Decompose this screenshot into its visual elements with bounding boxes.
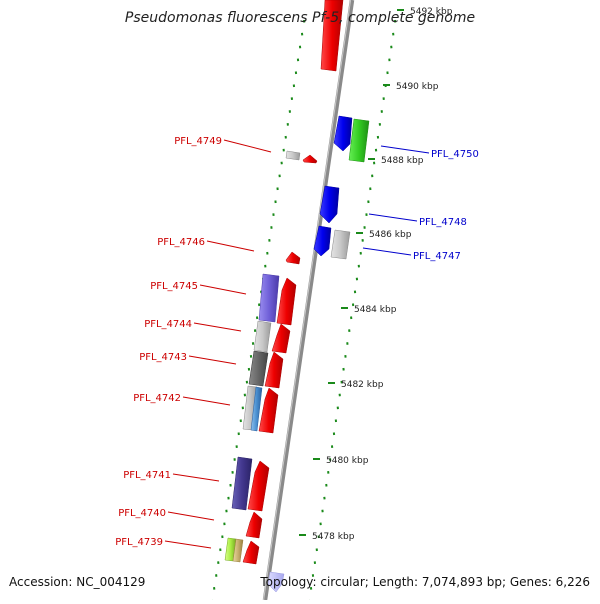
gene-label[interactable]: PFL_4740 [118,508,166,519]
gene-arrow-pfl-4745-a [259,274,279,322]
gene-arrow-pfl-4747 [331,230,350,259]
gene-leader-line [168,512,214,520]
gene-arrow-pfl-4744-a [254,321,271,352]
gene-arrow-pfl-4740 [246,512,262,538]
gene-label[interactable]: PFL_4749 [174,136,222,147]
gene-arrow-pfl-4739 [243,541,259,564]
gene-arrow-pfl-4744 [272,324,290,353]
gene-label[interactable]: PFL_4750 [431,149,479,160]
gene-leader-line [369,214,417,221]
gene-leader-line [165,541,211,548]
gene-leader-line [207,241,254,251]
label-leader-lines [165,140,429,548]
gene-leader-line [200,285,246,294]
gene-leader-line [183,397,230,405]
forward-strand-genes [225,0,343,592]
reverse-strand-genes [314,116,369,259]
gene-arrow-pfl-4750 [349,119,369,162]
gene-arrow-pfl-4749 [286,151,300,160]
scale-tick-label: 5480 kbp [326,456,369,466]
gene-arrow-pfl-4746 [286,252,300,264]
gene-label[interactable]: PFL_4748 [419,217,467,228]
forward-gene-labels: PFL_4749 PFL_4746 PFL_4745 PFL_4744 PFL_4743… [115,136,222,548]
gene-label[interactable]: PFL_4746 [157,237,205,248]
scale-tick-label: 5488 kbp [381,156,424,166]
scale-tick-label: 5484 kbp [354,305,397,315]
gene-label[interactable]: PFL_4739 [115,537,163,548]
gene-label[interactable]: PFL_4741 [123,470,171,481]
page-title: Pseudomonas fluorescens Pf-5, complete g… [0,10,600,26]
gene-leader-line [363,248,411,255]
gene-arrow-pfl-4741-a [232,457,252,510]
genome-backbone [265,0,352,600]
scale-tick-label: 5478 kbp [312,532,355,542]
gene-leader-line [173,474,219,481]
gene-arrow-pfl-4750-a [334,116,352,151]
gene-leader-line [194,323,241,331]
gene-label[interactable]: PFL_4747 [413,251,461,262]
gene-label[interactable]: PFL_4742 [133,393,181,404]
gene-label[interactable]: PFL_4743 [139,352,187,363]
gene-arrow-pfl-4741 [248,461,269,511]
scale-tick-label: 5490 kbp [396,82,439,92]
gene-leader-line [224,140,271,152]
gene-arrow-pfl-4745 [277,278,296,325]
scale-tick-label: 5486 kbp [369,230,412,240]
accession-text: Accession: NC_004129 [9,575,145,589]
scale-tick-label: 5482 kbp [341,380,384,390]
gene-leader-line [189,356,236,364]
gene-arrow-small-1 [303,155,317,163]
gene-label[interactable]: PFL_4744 [144,319,192,330]
gene-arrow-pfl-4743 [265,352,283,388]
genome-summary-text: Topology: circular; Length: 7,074,893 bp… [260,575,590,589]
gene-arrow-pfl-4742 [259,388,278,433]
gene-label[interactable]: PFL_4745 [150,281,198,292]
gene-leader-line [381,146,429,153]
